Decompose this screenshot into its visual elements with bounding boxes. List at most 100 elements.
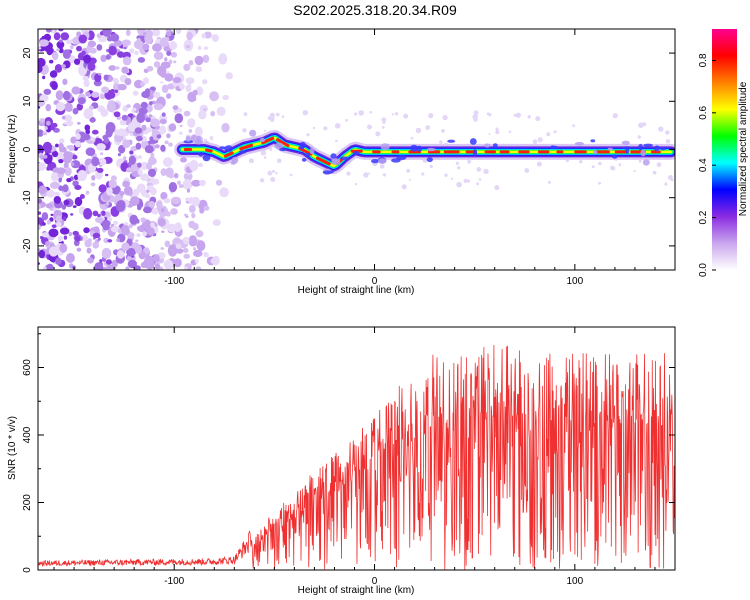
ridge-blob: [622, 146, 631, 150]
noise-speckle: [38, 47, 42, 50]
noise-speckle: [38, 185, 47, 195]
noise-speckle: [444, 173, 448, 177]
snr-series-line: [38, 345, 675, 570]
noise-speckle: [91, 91, 100, 98]
noise-speckle: [201, 33, 206, 39]
noise-speckle: [281, 115, 285, 118]
ridge-blob: [640, 149, 646, 157]
noise-speckle: [455, 161, 459, 165]
noise-speckle: [161, 84, 169, 93]
noise-speckle: [70, 213, 74, 216]
ridge-blob: [340, 156, 349, 160]
noise-speckle: [106, 101, 116, 113]
ridge-blob: [410, 144, 418, 152]
noise-speckle: [466, 179, 470, 183]
ridge-blob: [484, 143, 491, 148]
y-tick-label: 600: [22, 359, 33, 376]
noise-speckle: [495, 130, 500, 135]
noise-speckle: [60, 32, 70, 41]
ridge-blob: [660, 147, 666, 151]
noise-speckle: [51, 51, 59, 61]
noise-speckle: [42, 75, 46, 80]
noise-speckle: [161, 208, 165, 213]
noise-speckle: [92, 241, 99, 249]
noise-speckle: [99, 259, 103, 263]
noise-speckle: [166, 71, 170, 74]
noise-speckle: [537, 137, 543, 143]
noise-speckle: [160, 192, 168, 200]
noise-speckle: [76, 247, 82, 252]
noise-speckle: [149, 101, 153, 106]
y-tick-label: 400: [22, 426, 33, 443]
noise-speckle: [188, 60, 194, 66]
noise-speckle: [55, 143, 59, 148]
noise-speckle: [406, 168, 410, 173]
ridge-peak: [204, 148, 213, 153]
noise-speckle: [202, 54, 210, 63]
ridge-blob: [322, 170, 333, 175]
noise-speckle: [199, 179, 206, 187]
noise-speckle: [188, 129, 193, 133]
noise-speckle: [55, 221, 62, 227]
noise-speckle: [58, 178, 62, 183]
noise-speckle: [98, 184, 107, 193]
noise-speckle: [72, 230, 79, 236]
noise-speckle: [483, 168, 489, 175]
noise-speckle: [368, 172, 371, 175]
ridge-blob: [380, 143, 390, 151]
noise-speckle: [184, 213, 188, 217]
noise-speckle: [546, 132, 551, 137]
ridge-blob: [305, 152, 311, 158]
noise-speckle: [610, 165, 615, 171]
noise-speckle: [665, 139, 671, 144]
noise-speckle: [42, 222, 46, 226]
noise-speckle: [211, 34, 219, 43]
noise-speckle: [153, 91, 161, 99]
ridge-blob: [259, 137, 266, 143]
noise-speckle: [248, 158, 254, 164]
noise-speckle: [598, 181, 601, 185]
ridge-blob: [625, 149, 630, 154]
noise-speckle: [222, 95, 229, 100]
noise-speckle: [38, 249, 46, 259]
noise-speckle: [195, 230, 204, 238]
colorbar-label: Normalized spectral amplitude: [738, 81, 749, 216]
noise-speckle: [524, 168, 530, 173]
noise-speckle: [51, 29, 56, 34]
noise-speckle: [108, 45, 117, 56]
noise-speckle: [182, 248, 189, 253]
noise-speckle: [161, 112, 166, 117]
snr-frame: [37, 326, 676, 571]
noise-speckle: [259, 178, 265, 183]
noise-speckle: [164, 57, 168, 62]
colorbar-tick-label: 0.8: [698, 53, 709, 67]
ridge-blob: [593, 150, 598, 155]
noise-speckle: [81, 50, 86, 56]
noise-speckle: [42, 266, 47, 270]
noise-speckle: [46, 189, 56, 198]
noise-speckle: [134, 127, 143, 134]
noise-speckle: [532, 139, 538, 144]
noise-speckle: [142, 77, 149, 85]
noise-speckle: [55, 102, 66, 112]
noise-speckle: [221, 122, 230, 133]
noise-speckle: [193, 249, 203, 258]
noise-speckle: [168, 142, 173, 147]
noise-speckle: [144, 130, 148, 135]
noise-speckle: [82, 133, 91, 141]
noise-speckle: [160, 144, 166, 152]
noise-speckle: [76, 45, 82, 52]
noise-speckle: [144, 33, 153, 44]
ridge-blob: [574, 141, 585, 146]
noise-speckle: [62, 184, 69, 193]
noise-speckle: [59, 39, 63, 43]
noise-speckle: [63, 235, 68, 240]
ridge-blob: [371, 159, 379, 164]
ridge-blob: [426, 147, 436, 152]
spectrogram-data: [38, 29, 675, 270]
noise-speckle: [129, 150, 134, 155]
noise-speckle: [547, 180, 551, 184]
noise-speckle: [77, 121, 81, 125]
noise-speckle: [48, 246, 59, 257]
noise-speckle: [136, 112, 146, 123]
